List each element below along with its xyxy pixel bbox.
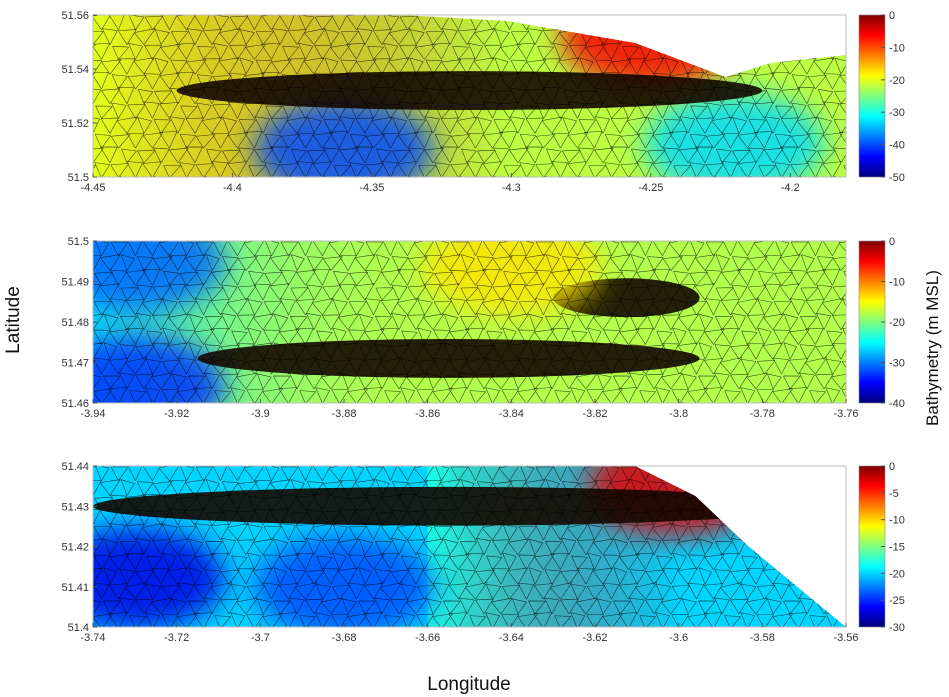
colorbar-tick-label: -40	[889, 398, 905, 410]
y-tick-label: 51.47	[61, 358, 89, 370]
x-tick-label: -3.86	[415, 408, 440, 420]
colorbar-tick-label: 0	[889, 461, 895, 473]
x-tick-label: -3.8	[669, 408, 688, 420]
deep-area	[93, 334, 226, 403]
x-tick-label: -3.6	[669, 632, 688, 644]
deep-area	[253, 535, 435, 627]
deep-area	[644, 92, 825, 177]
colorbar-tick-label: -10	[889, 42, 905, 54]
y-tick-label: 51.42	[61, 542, 89, 554]
colorbar	[858, 465, 886, 628]
y-tick-label: 51.49	[61, 277, 89, 289]
x-tick-label: -3.66	[415, 632, 440, 644]
y-tick-label: 51.44	[61, 461, 89, 473]
axes-frame	[92, 14, 847, 178]
x-tick-label: -3.7	[251, 632, 270, 644]
colorbar-tick-label: -20	[889, 568, 905, 580]
x-tick-label: -3.92	[164, 408, 189, 420]
x-tick-label: -3.64	[499, 632, 524, 644]
colorbar-tick-label: -20	[889, 317, 905, 329]
y-tick-label: 51.5	[68, 236, 89, 248]
colorbar-tick-label: 0	[889, 10, 895, 22]
x-tick-label: -3.62	[582, 632, 607, 644]
dredged-channel	[176, 71, 763, 111]
colorbar-tick-label: -50	[889, 172, 905, 184]
dredged-channel	[93, 486, 805, 526]
y-tick-label: 51.48	[61, 317, 89, 329]
panel-2: -3.94 -3.92 -3.9 -3.88 -3.86 -3.84 -3.82 -3.8 -3…	[61, 236, 905, 420]
x-tick-label: -3.88	[331, 408, 356, 420]
colorbar	[858, 14, 886, 178]
panel-3: -3.74 -3.72 -3.7 -3.68 -3.66 -3.64 -3.62 -3.6 -3…	[61, 461, 905, 644]
y-tick-label: 51.56	[61, 10, 89, 22]
x-tick-label: -3.84	[499, 408, 524, 420]
x-tick-label: -3.94	[80, 408, 105, 420]
x-tick-label: -3.78	[750, 408, 775, 420]
x-tick-label: -3.82	[582, 408, 607, 420]
colorbar	[858, 240, 886, 404]
x-tick-label: -3.72	[164, 632, 189, 644]
x-tick-label: -4.2	[781, 182, 800, 194]
x-tick-label: -3.58	[750, 632, 775, 644]
bathymetry-field	[93, 466, 846, 627]
colorbar-tick-label: -10	[889, 277, 905, 289]
x-tick-label: -3.56	[833, 632, 858, 644]
x-tick-label: -4.3	[502, 182, 521, 194]
deep-area	[93, 241, 226, 314]
x-tick-label: -3.9	[251, 408, 270, 420]
y-tick-label: 51.52	[61, 118, 89, 130]
land-mask	[401, 15, 846, 77]
deep-area	[93, 527, 226, 627]
x-tick-label: -3.76	[833, 408, 858, 420]
colorbar-tick-label: -15	[889, 542, 905, 554]
x-tick-label: -4.35	[359, 182, 384, 194]
y-tick-label: 51.4	[68, 622, 89, 634]
colorbar-tick-label: 0	[889, 236, 895, 248]
bathymetry-field	[93, 15, 846, 177]
y-tick-label: 51.41	[61, 582, 89, 594]
y-tick-label: 51.46	[61, 398, 89, 410]
dredged-channel	[197, 339, 700, 378]
x-tick-label: -3.74	[80, 632, 105, 644]
x-tick-label: -4.4	[223, 182, 242, 194]
colorbar-tick-label: -40	[889, 140, 905, 152]
colorbar-tick-label: -30	[889, 358, 905, 370]
mesh-overlay	[93, 241, 846, 403]
colorbar-tick-label: -20	[889, 75, 905, 87]
bathymetry-field	[93, 241, 846, 403]
x-tick-label: -4.45	[80, 182, 105, 194]
x-tick-label: -4.25	[638, 182, 663, 194]
colorbar-tick-label: -10	[889, 515, 905, 527]
land-mask	[635, 466, 846, 627]
y-tick-label: 51.54	[61, 64, 89, 76]
y-tick-label: 51.43	[61, 501, 89, 513]
panel-1: -4.45 -4.4 -4.35 -4.3 -4.25 -4.2 51.5 51.52 51.5…	[61, 10, 905, 194]
colorbar-tick-label: -25	[889, 595, 905, 607]
colorbar-tick-label: -5	[889, 488, 899, 500]
y-tick-label: 51.5	[68, 172, 89, 184]
colorbar-tick-label: -30	[889, 107, 905, 119]
x-tick-label: -3.68	[331, 632, 356, 644]
colorbar-tick-label: -30	[889, 622, 905, 634]
